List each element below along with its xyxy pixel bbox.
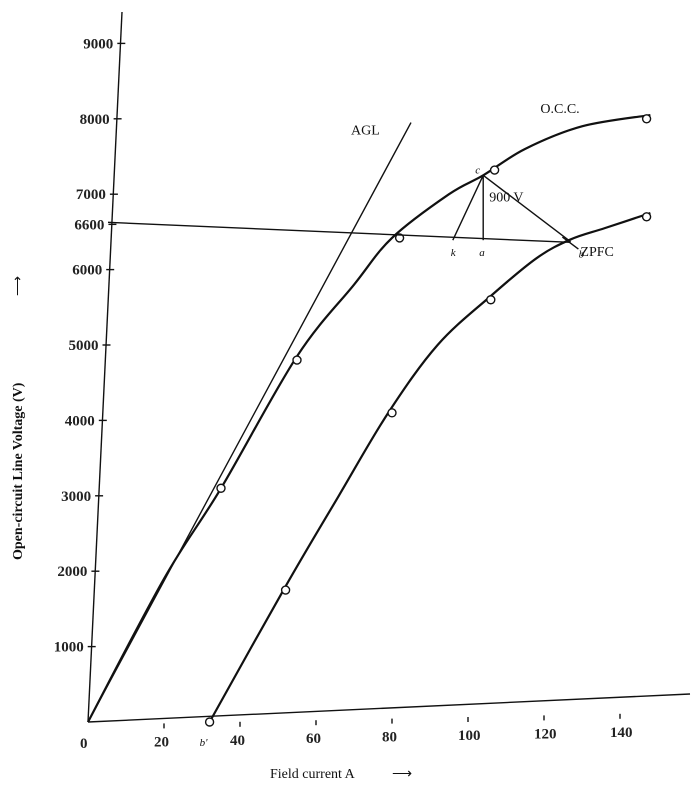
series-o-c-c-label: O.C.C. xyxy=(540,102,579,117)
y-tick-label: 9000 xyxy=(83,36,113,52)
y-tick-label: 5000 xyxy=(69,338,99,354)
x-tick-label: 0 xyxy=(80,736,88,752)
y-axis-arrow: ⟶ xyxy=(11,276,26,296)
segment-ck xyxy=(452,175,484,241)
series-zpfc-line xyxy=(208,212,651,723)
y-tick-label: 4000 xyxy=(65,413,95,429)
series-zpfc-label: ZPFC xyxy=(580,245,613,260)
series-agl-line xyxy=(87,122,412,723)
y-tick-label: 1000 xyxy=(54,640,84,656)
x-axis-arrow: ⟶ xyxy=(392,767,412,782)
label-k: k xyxy=(451,247,457,259)
series-o-c-c-point xyxy=(641,114,652,124)
x-axis-line xyxy=(87,693,691,723)
y-tick-label: 7000 xyxy=(76,187,106,203)
series-agl-label: AGL xyxy=(351,124,380,139)
y-tick-label: 8000 xyxy=(80,112,110,128)
label-c: c xyxy=(475,164,480,176)
label-900v: 900 V xyxy=(489,191,523,206)
curves: O.C.C. ZPFC AGL xyxy=(87,102,651,723)
axes xyxy=(87,11,691,723)
x-axis-label: Field current A xyxy=(270,767,356,782)
x-tick-label: 120 xyxy=(534,726,557,742)
x-tick-label: 20 xyxy=(154,734,169,750)
series-o-c-c-line xyxy=(87,113,651,723)
series-o-c-c-point xyxy=(216,483,226,493)
y-tick-label: 3000 xyxy=(61,489,91,505)
segment-cb xyxy=(482,174,572,243)
y-axis-line xyxy=(87,11,123,723)
x-tick-label: 100 xyxy=(458,728,481,744)
series-o-c-c-point xyxy=(292,355,302,365)
y-tick-label: 2000 xyxy=(57,564,87,580)
series-zpfc-point xyxy=(387,408,397,418)
y-tick-label: 6600 xyxy=(74,217,104,233)
label-b: b xyxy=(579,249,585,261)
x-tick-label: 40 xyxy=(230,733,245,749)
data-points xyxy=(204,114,652,727)
x-tick-label: 60 xyxy=(306,731,321,747)
tick-labels: 0 20 40 60 80 100 120 140 1000 2000 3000 4000 5000 60… xyxy=(54,36,633,752)
x-tick-label: 80 xyxy=(382,730,397,746)
series-zpfc-point xyxy=(204,717,215,727)
y-tick-label: 6000 xyxy=(72,263,102,279)
label-b-prime: b' xyxy=(200,737,209,749)
annotations: c k a b b' 900 V xyxy=(107,164,585,749)
series-zpfc-point xyxy=(486,295,496,305)
series-zpfc-point xyxy=(641,212,652,222)
series-zpfc-point xyxy=(280,585,291,595)
label-a: a xyxy=(479,247,485,259)
y-axis-label: Open-circuit Line Voltage (V) xyxy=(11,382,26,560)
series-o-c-c-point xyxy=(394,233,405,243)
x-tick-label: 140 xyxy=(610,725,633,741)
series-o-c-c-point xyxy=(489,165,500,175)
reference-6600-line xyxy=(107,221,571,244)
